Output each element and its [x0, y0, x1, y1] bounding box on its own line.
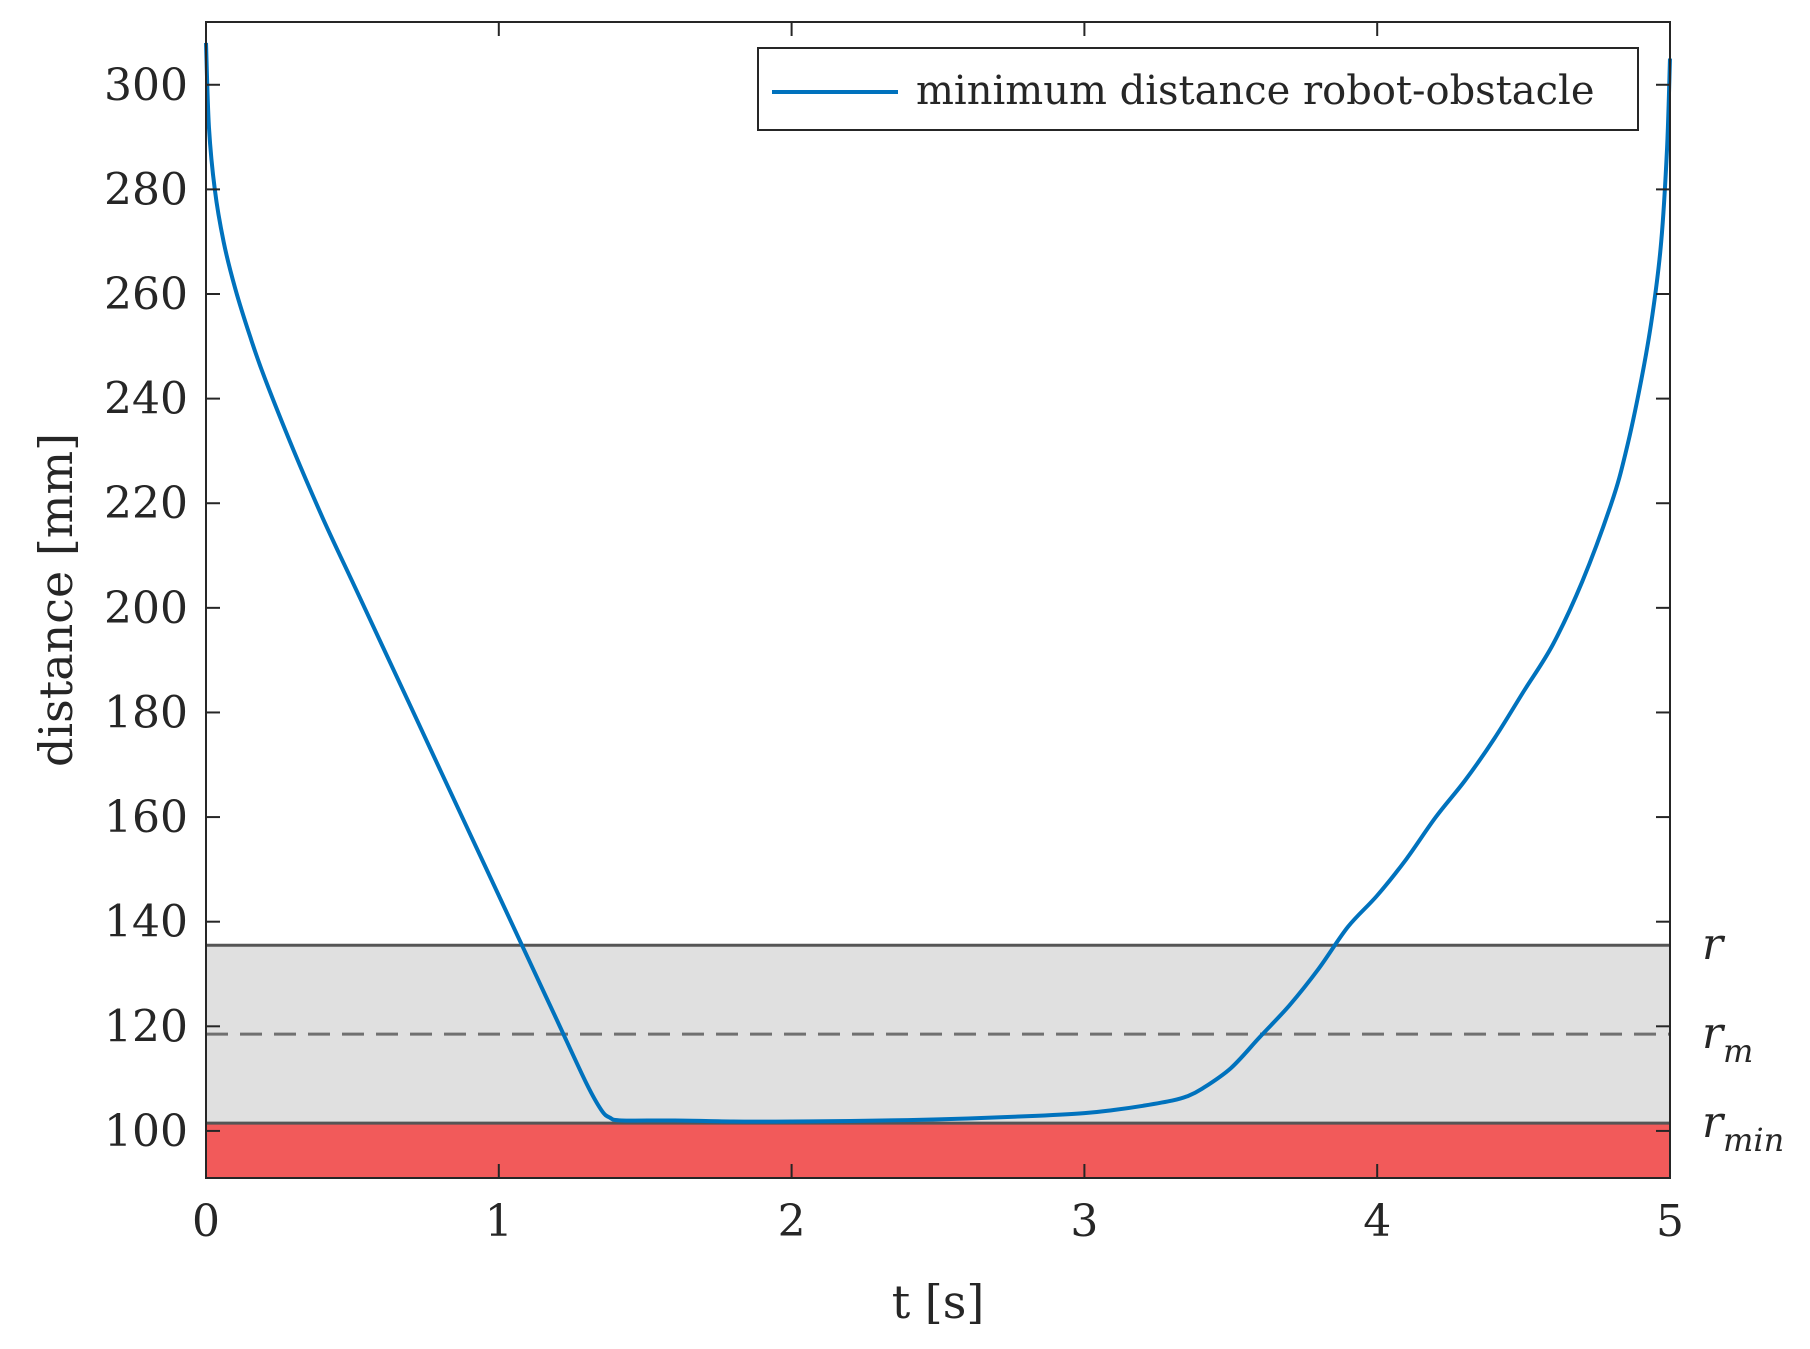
y-tick-label: 100: [104, 1106, 188, 1157]
y-tick-label: 120: [104, 1001, 188, 1052]
legend: minimum distance robot-obstacle: [757, 47, 1639, 131]
plot-frame: [205, 21, 1671, 1179]
y-tick-label: 300: [104, 60, 188, 111]
y-tick-label: 280: [104, 164, 188, 215]
x-tick-label: 0: [192, 1196, 220, 1247]
y-tick-label: 160: [104, 792, 188, 843]
x-tick-label: 4: [1363, 1196, 1391, 1247]
zone-label-r: r: [1702, 919, 1726, 970]
x-tick-label: 2: [778, 1196, 806, 1247]
y-tick-label: 180: [104, 687, 188, 738]
danger-zone-band: [206, 1123, 1670, 1178]
y-tick-label: 140: [104, 897, 188, 948]
y-tick-label: 240: [104, 374, 188, 425]
legend-box: [757, 47, 1639, 131]
y-tick-label: 200: [104, 583, 188, 634]
x-tick-label: 3: [1070, 1196, 1098, 1247]
x-axis-title: t [s]: [892, 1275, 985, 1329]
legend-entry-label: minimum distance robot-obstacle: [916, 68, 1595, 114]
x-tick-label: 5: [1656, 1196, 1684, 1247]
zone-label-rm: rm: [1702, 1008, 1753, 1070]
y-tick-label: 220: [104, 478, 188, 529]
y-tick-label: 260: [104, 269, 188, 320]
zone-label-rmin: rmin: [1702, 1097, 1784, 1159]
x-tick-label: 1: [485, 1196, 513, 1247]
y-axis-title: distance [mm]: [29, 433, 83, 767]
series-line-0: [204, 42, 1672, 1124]
